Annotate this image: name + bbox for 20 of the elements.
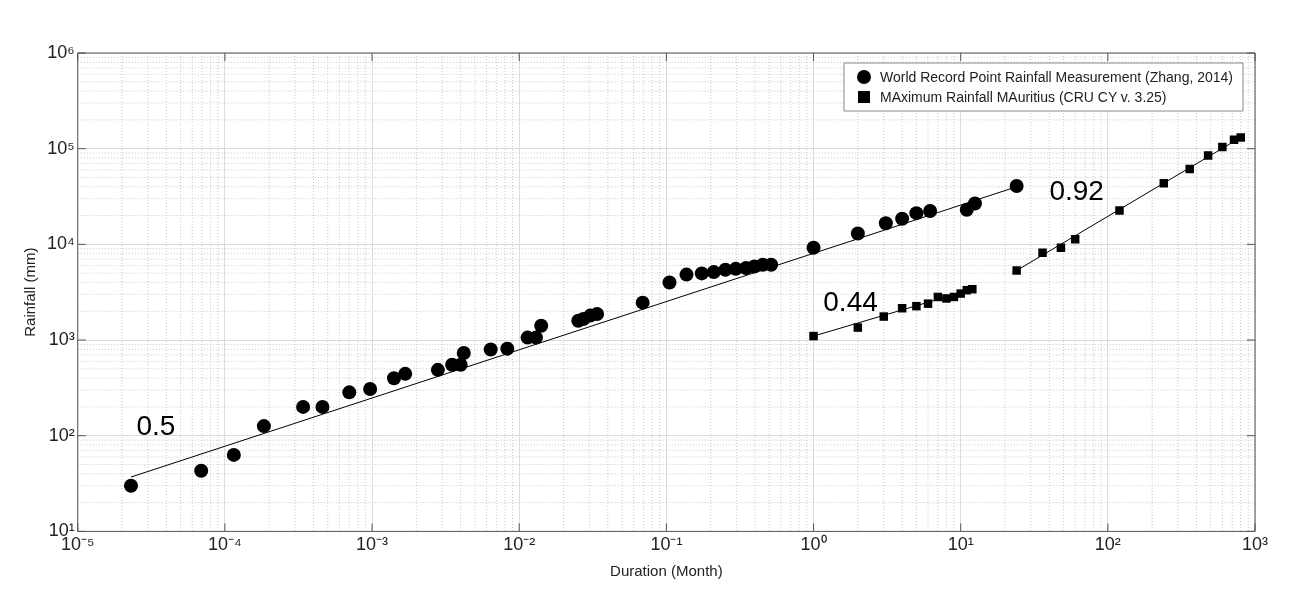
x-tick-label: 10⁻¹ bbox=[650, 534, 683, 555]
y-tick-label: 10³ bbox=[48, 329, 75, 350]
annotation: 0.92 bbox=[1049, 175, 1104, 207]
y-axis-title: Rainfall (mm) bbox=[21, 247, 39, 337]
y-tick-label: 10⁶ bbox=[47, 41, 75, 62]
y-tick-label: 10⁴ bbox=[46, 233, 75, 254]
x-tick-label: 10² bbox=[1094, 534, 1121, 555]
annotation: 0.5 bbox=[136, 409, 176, 441]
x-axis-title: Duration (Month) bbox=[610, 562, 723, 580]
x-tick-label: 10⁻³ bbox=[356, 534, 389, 555]
y-tick-label: 10⁵ bbox=[47, 137, 75, 158]
annotation: 0.44 bbox=[823, 285, 878, 317]
legend-label: World Record Point Rainfall Measurement (Zhang, 2014) bbox=[879, 68, 1234, 85]
x-tick-label: 10⁻⁴ bbox=[208, 534, 242, 555]
y-tick-label: 10² bbox=[48, 424, 75, 445]
x-tick-label: 10⁰ bbox=[800, 534, 827, 555]
x-tick-label: 10⁻² bbox=[503, 534, 536, 555]
x-tick-label: 10¹ bbox=[947, 534, 974, 555]
x-tick-label: 10³ bbox=[1241, 534, 1269, 555]
legend-label: MAximum Rainfall MAuritius (CRU CY v. 3.25) bbox=[879, 88, 1167, 105]
